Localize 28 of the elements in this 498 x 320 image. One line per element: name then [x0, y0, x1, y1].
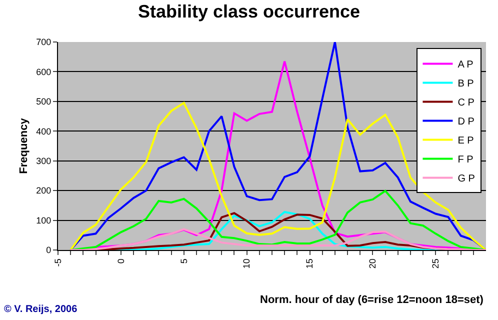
x-axis-title: Norm. hour of day (6=rise 12=noon 18=set) — [260, 294, 484, 306]
x-tick-label: 0 — [116, 258, 126, 264]
text: © V. Reijs, 2006 — [4, 304, 78, 315]
y-tick-label: 0 — [46, 245, 52, 256]
legend-label: E P — [458, 136, 474, 147]
legend-label: C P — [458, 98, 475, 109]
legend-label: G P — [458, 174, 476, 185]
legend-label: A P — [458, 60, 474, 71]
line-series — [70, 228, 486, 250]
y-tick-label: 300 — [36, 156, 52, 166]
x-tick-label: 20 — [368, 258, 378, 269]
legend-label: B P — [458, 78, 474, 90]
x-tick-label: -5 — [52, 258, 63, 267]
chart-title: Stability class occurrence — [138, 1, 360, 22]
y-tick-label: 700 — [36, 37, 52, 48]
x-tick-label: 10 — [242, 258, 252, 269]
line-series — [70, 190, 486, 250]
x-tick-label: 5 — [178, 258, 189, 264]
y-tick-label: 400 — [36, 126, 52, 136]
y-tick-label: 200 — [36, 186, 52, 196]
y-tick-label: 600 — [36, 66, 52, 77]
legend-label: F P — [458, 154, 474, 166]
x-tick-label: 15 — [304, 258, 315, 269]
y-tick-label: 500 — [36, 96, 52, 107]
y-tick-label: 100 — [36, 215, 52, 226]
legend-label: D P — [458, 116, 475, 128]
x-tick-label: 25 — [430, 258, 441, 269]
y-axis-title: Frequency — [18, 117, 30, 174]
